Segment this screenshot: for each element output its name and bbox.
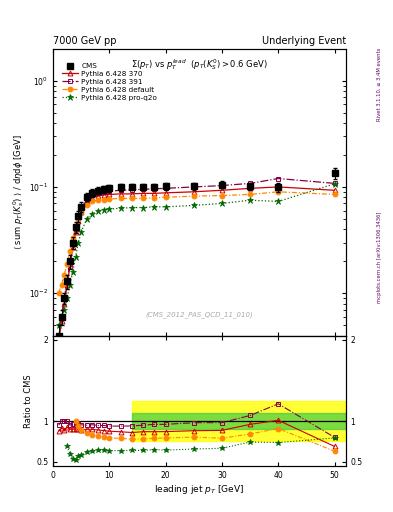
Text: (CMS_2012_PAS_QCD_11_010): (CMS_2012_PAS_QCD_11_010) [145, 312, 253, 318]
X-axis label: leading jet $p_T$ [GeV]: leading jet $p_T$ [GeV] [154, 482, 244, 496]
Text: 7000 GeV pp: 7000 GeV pp [53, 36, 117, 46]
Text: Underlying Event: Underlying Event [262, 36, 346, 46]
Y-axis label: $\langle$ sum $p_T(K_s^0)$ $\rangle$ / d$\eta$d$\phi$ [GeV]: $\langle$ sum $p_T(K_s^0)$ $\rangle$ / d… [11, 134, 26, 250]
Text: $\Sigma(p_T)$ vs $p_T^{lead}$  $(p_T(K_S^0) > 0.6$ GeV$)$: $\Sigma(p_T)$ vs $p_T^{lead}$ $(p_T(K_S^… [131, 57, 268, 72]
Y-axis label: Ratio to CMS: Ratio to CMS [24, 374, 33, 428]
Text: mcplots.cern.ch [arXiv:1306.3436]: mcplots.cern.ch [arXiv:1306.3436] [377, 211, 382, 303]
Text: Rivet 3.1.10, ≥ 3.4M events: Rivet 3.1.10, ≥ 3.4M events [377, 48, 382, 121]
Legend: CMS, Pythia 6.428 370, Pythia 6.428 391, Pythia 6.428 default, Pythia 6.428 pro-: CMS, Pythia 6.428 370, Pythia 6.428 391,… [60, 61, 159, 103]
